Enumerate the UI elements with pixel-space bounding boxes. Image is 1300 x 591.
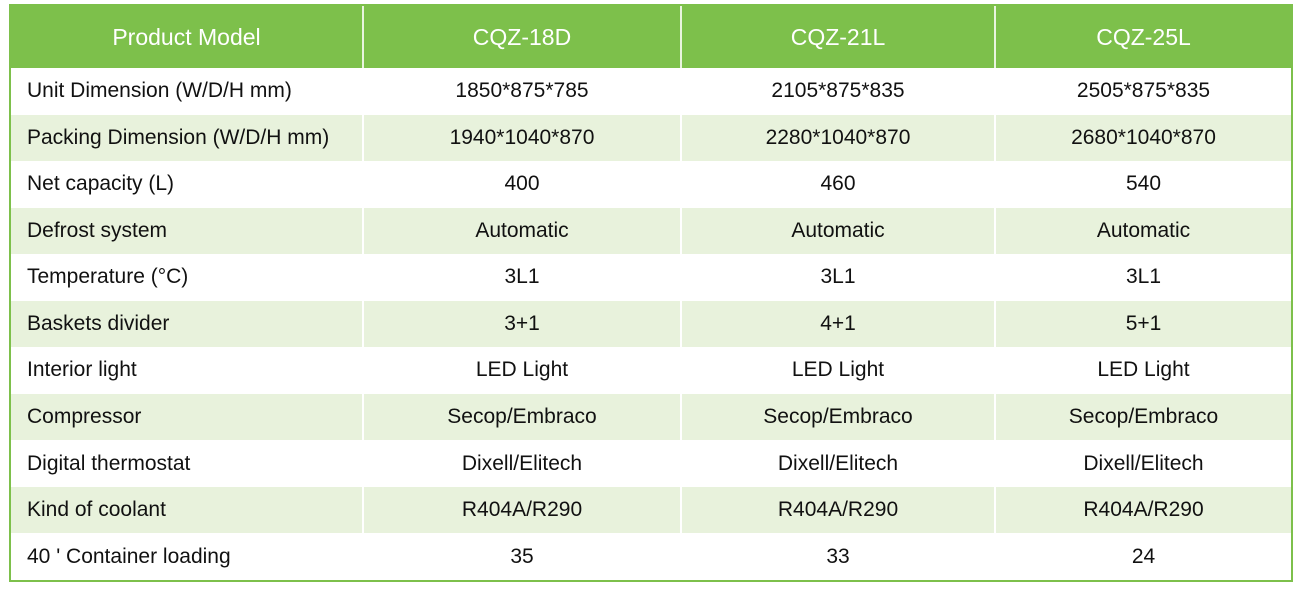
spec-table-frame: Product Model CQZ-18D CQZ-21L CQZ-25L Unit … xyxy=(9,4,1293,582)
table-cell: 2505*875*835 xyxy=(1076,79,1211,103)
row-label: Compressor xyxy=(11,393,364,441)
table-cell: R404A/R290 xyxy=(995,486,1291,534)
table-cell: Secop/Embraco xyxy=(995,393,1291,441)
table-cell: 4+1 xyxy=(681,300,996,348)
header-row: Product Model CQZ-18D CQZ-21L CQZ-25L xyxy=(11,6,1291,68)
table-cell: 2105*875*835 xyxy=(681,68,996,115)
table-cell: 460 xyxy=(681,161,996,208)
table-cell: 2280*1040*870 xyxy=(681,114,996,162)
table-cell: 5+1 xyxy=(995,300,1291,348)
table-cell: R404A/R290 xyxy=(363,486,682,534)
table-cell: Automatic xyxy=(995,207,1291,255)
header-cell: CQZ-18D xyxy=(363,6,682,68)
table-cell: 3L1 xyxy=(1125,265,1162,289)
table-cell: Dixell/Elitech xyxy=(363,440,682,487)
table-cell: 1850*875*785 xyxy=(363,68,682,115)
table-cell: 400 xyxy=(363,161,682,208)
table-cell: Dixell/Elitech xyxy=(1083,451,1204,475)
table-cell: Automatic xyxy=(363,207,682,255)
row-label: 40 ' Container loading xyxy=(11,533,364,580)
table-cell: Secop/Embraco xyxy=(363,393,682,441)
spec-table: Product Model CQZ-18D CQZ-21L CQZ-25L Unit … xyxy=(11,6,1291,580)
row-label: Temperature (°C) xyxy=(11,254,364,301)
table-cell: 24 xyxy=(1131,544,1156,568)
table-cell: LED Light xyxy=(681,347,996,394)
table-row: Packing Dimension (W/D/H mm) 1940*1040*87… xyxy=(11,114,1291,162)
row-label: Net capacity (L) xyxy=(11,161,364,208)
table-body: Unit Dimension (W/D/H mm) 1850*875*785 210… xyxy=(11,68,1291,580)
table-cell: 1940*1040*870 xyxy=(363,114,682,162)
table-row: Kind of coolant R404A/R290 R404A/R290 R404A… xyxy=(11,486,1291,534)
header-cell: CQZ-25L xyxy=(995,6,1291,68)
row-label: Packing Dimension (W/D/H mm) xyxy=(11,114,364,162)
table-row: Interior light LED Light LED Light LED Ligh… xyxy=(11,347,1291,394)
table-row: Temperature (°C) 3L1 3L1 3L1 xyxy=(11,254,1291,301)
row-label: Digital thermostat xyxy=(11,440,364,487)
header-cell: CQZ-21L xyxy=(681,6,996,68)
table-cell: LED Light xyxy=(363,347,682,394)
table-cell: Secop/Embraco xyxy=(681,393,996,441)
table-row: Baskets divider 3+1 4+1 5+1 xyxy=(11,300,1291,348)
table-row: Digital thermostat Dixell/Elitech Dixell/E… xyxy=(11,440,1291,487)
row-label: Interior light xyxy=(11,347,364,394)
table-row: Defrost system Automatic Automatic Automati… xyxy=(11,207,1291,255)
row-label: Unit Dimension (W/D/H mm) xyxy=(11,68,364,115)
table-cell: 3+1 xyxy=(363,300,682,348)
table-cell: Automatic xyxy=(681,207,996,255)
table-cell: LED Light xyxy=(1097,358,1190,382)
table-cell: R404A/R290 xyxy=(681,486,996,534)
table-row: 40 ' Container loading 35 33 24 xyxy=(11,533,1291,580)
table-cell: 540 xyxy=(1125,172,1162,196)
row-label: Kind of coolant xyxy=(11,486,364,534)
row-label: Baskets divider xyxy=(11,300,364,348)
table-cell: 3L1 xyxy=(363,254,682,301)
table-cell: 35 xyxy=(363,533,682,580)
table-row: Compressor Secop/Embraco Secop/Embraco Seco… xyxy=(11,393,1291,441)
table-cell: Dixell/Elitech xyxy=(681,440,996,487)
table-cell: 2680*1040*870 xyxy=(995,114,1291,162)
header-cell: Product Model xyxy=(11,6,364,68)
table-row: Net capacity (L) 400 460 540 xyxy=(11,161,1291,208)
row-label: Defrost system xyxy=(11,207,364,255)
table-cell: 33 xyxy=(681,533,996,580)
table-cell: 3L1 xyxy=(681,254,996,301)
table-row: Unit Dimension (W/D/H mm) 1850*875*785 210… xyxy=(11,68,1291,115)
